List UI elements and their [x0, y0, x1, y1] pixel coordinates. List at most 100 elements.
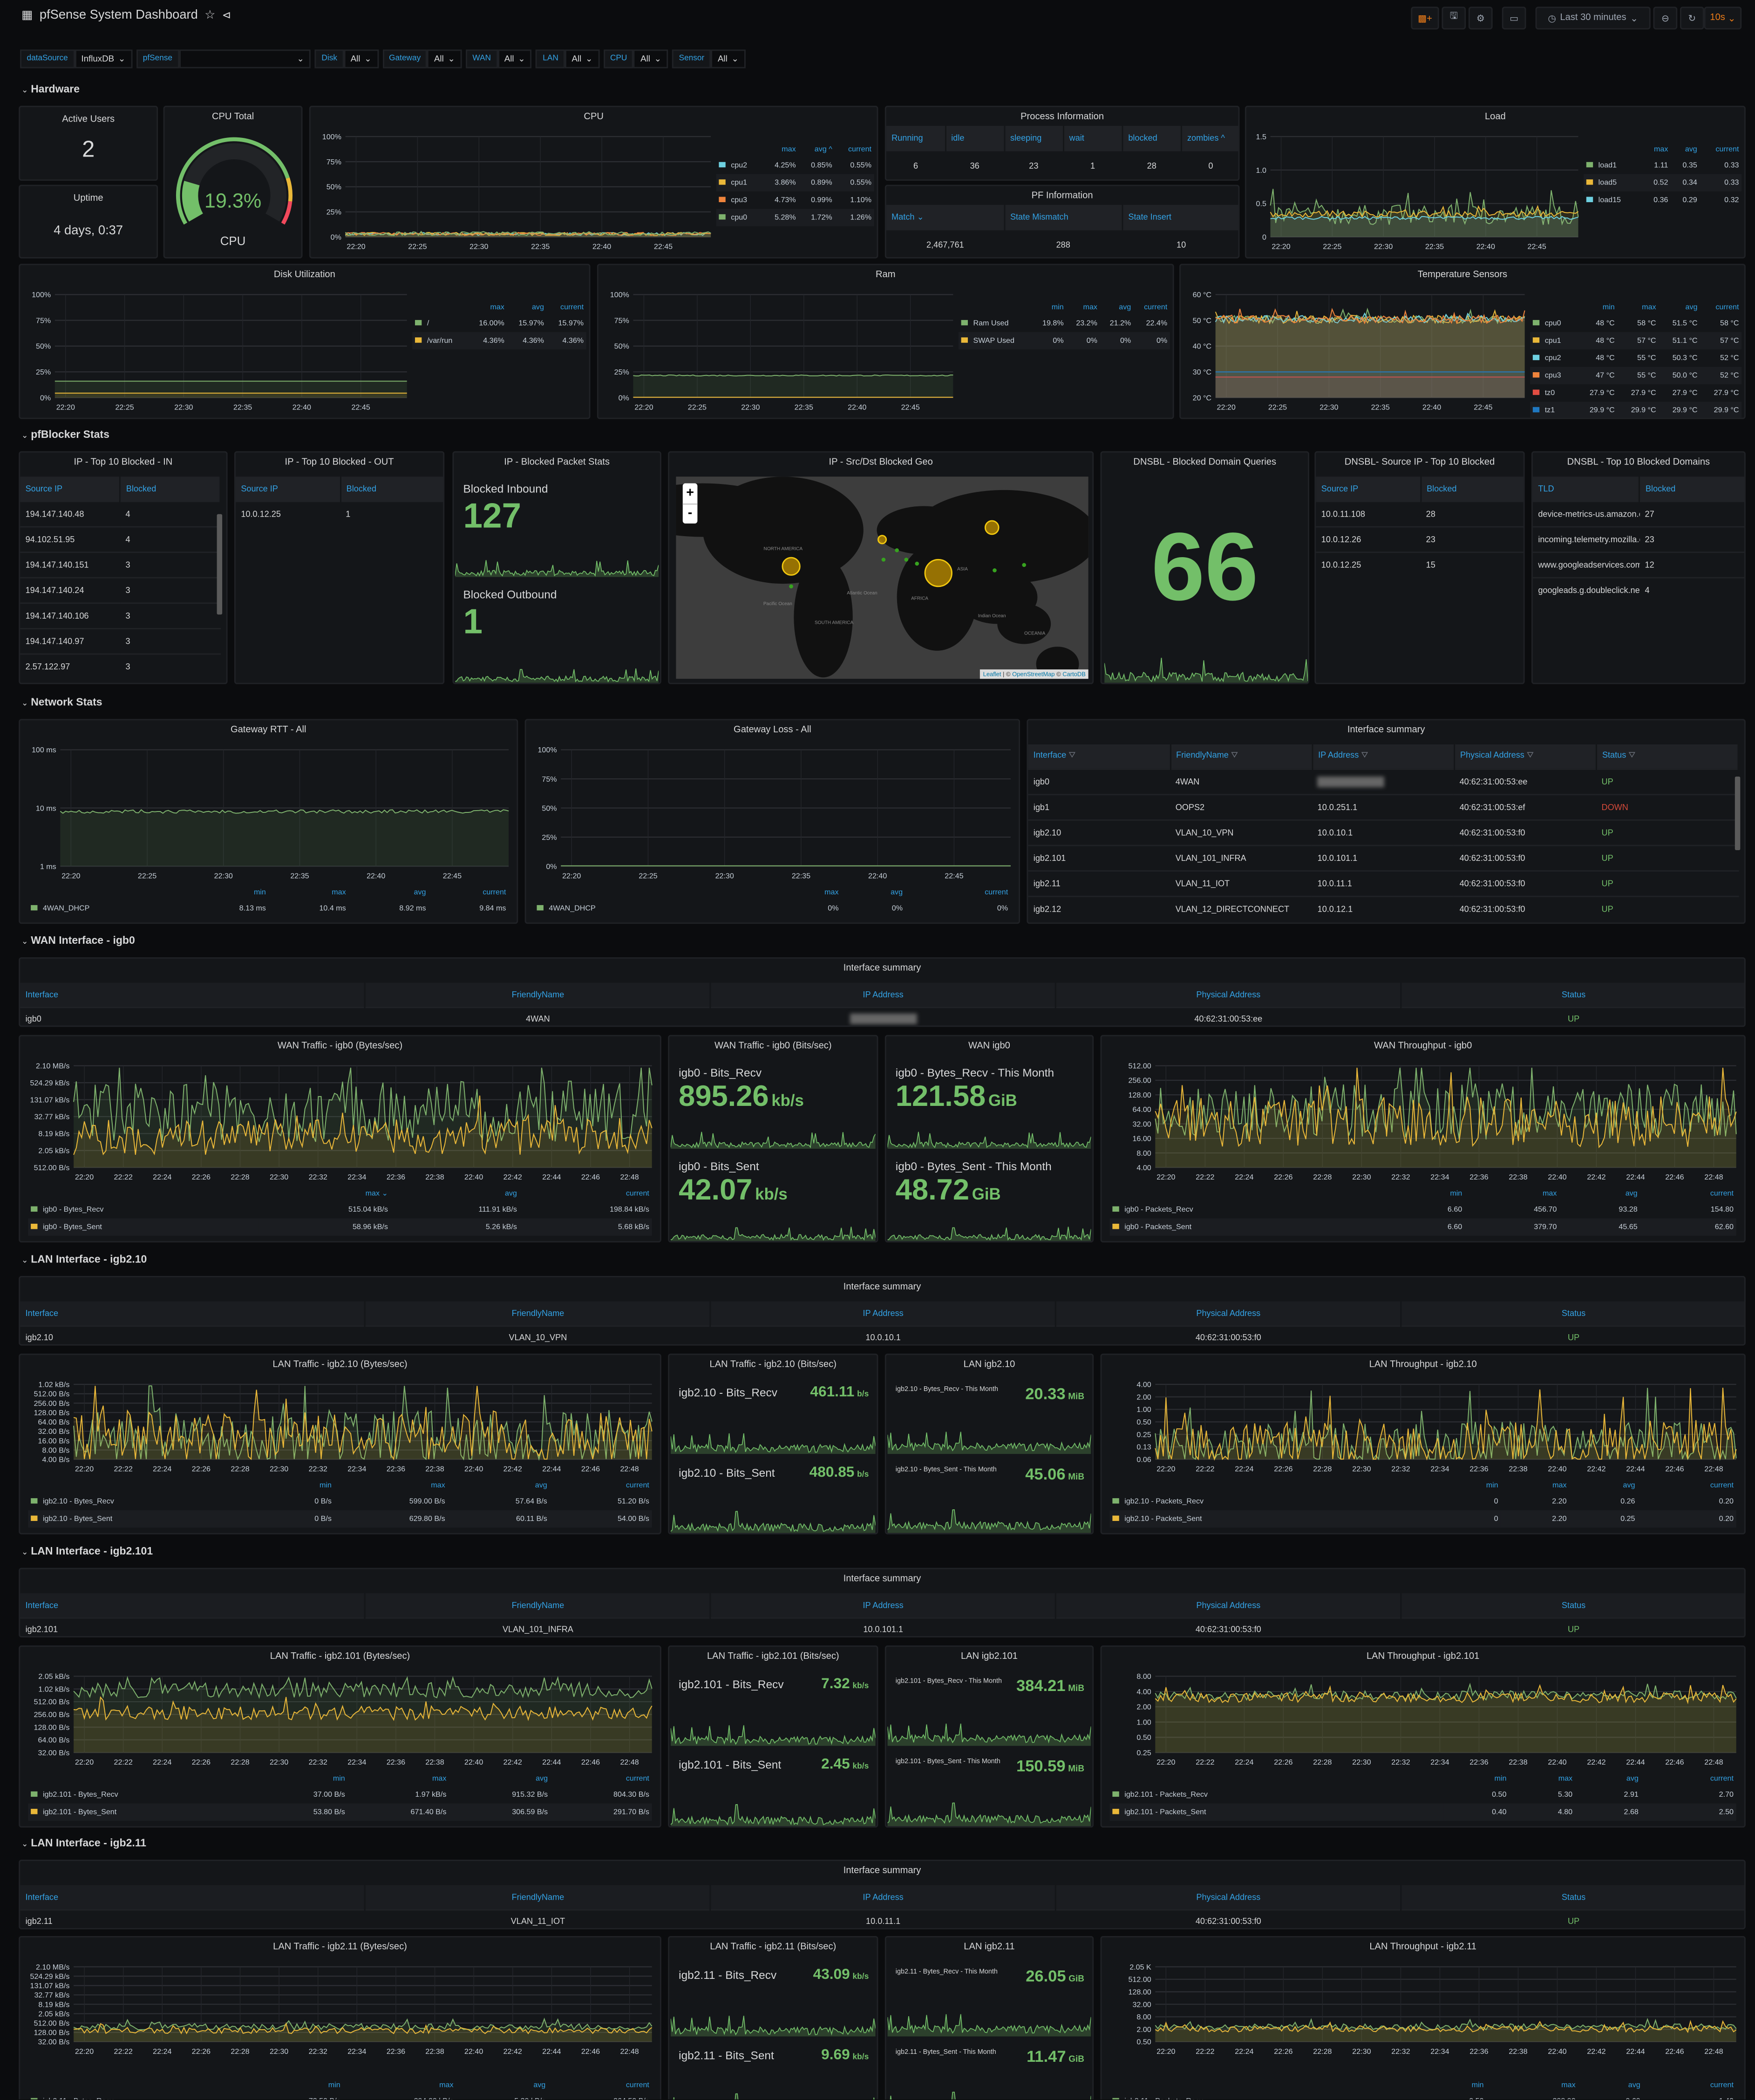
column-header[interactable]: IP Address — [710, 1301, 1057, 1326]
panel-title[interactable]: Active Users — [62, 115, 115, 125]
legend-header[interactable]: avg — [1623, 1481, 1635, 1490]
variable-select[interactable]: All ⌄ — [633, 49, 668, 68]
column-header[interactable]: Physical Address — [1055, 1593, 1402, 1618]
legend-header[interactable]: avg — [1628, 2081, 1640, 2090]
panel-title[interactable]: LAN igb2.10 — [963, 1360, 1015, 1370]
panel-title[interactable]: Interface summary — [1347, 725, 1425, 735]
panel-title[interactable]: WAN Throughput - igb0 — [1374, 1042, 1472, 1051]
legend-header[interactable]: min — [1471, 2081, 1484, 2090]
filter-icon[interactable]: ⛛ — [1066, 751, 1076, 761]
panel-title[interactable]: PF Information — [1031, 191, 1093, 201]
column-header[interactable]: Blocked — [1421, 477, 1524, 502]
column-header[interactable]: Interface — [20, 982, 366, 1008]
panel-title[interactable]: LAN Traffic - igb2.11 (Bytes/sec) — [273, 1943, 407, 1952]
legend-item[interactable]: igb2.10 - Packets_Recv 0 2.20 0.26 0.20 — [1110, 1493, 1736, 1510]
legend-header[interactable]: current — [1715, 303, 1739, 312]
panel-title[interactable]: Gateway RTT - All — [230, 725, 306, 735]
legend-item[interactable]: igb2.101 - Bytes_Sent 53.80 B/s 671.40 B/s… — [28, 1803, 652, 1821]
variable-select[interactable]: All ⌄ — [565, 49, 599, 68]
legend-header[interactable]: avg — [1625, 1189, 1638, 1198]
panel-title[interactable]: LAN Throughput - igb2.11 — [1369, 1943, 1476, 1952]
panel-title[interactable]: WAN igb0 — [968, 1042, 1010, 1051]
column-header[interactable]: Physical Address — [1055, 1885, 1402, 1910]
apps-icon[interactable]: ▦ — [21, 8, 33, 21]
legend-header[interactable]: max — [332, 888, 346, 897]
legend-item[interactable]: 4WAN_DHCP 0% 0% 0% — [534, 900, 1011, 917]
panel-title[interactable]: Interface summary — [843, 1282, 921, 1292]
row-header-lan10[interactable]: ⌄ LAN Interface - igb2.10 — [21, 1253, 147, 1265]
panel-title[interactable]: Interface summary — [843, 964, 921, 974]
legend-item[interactable]: SWAP Used 0% 0% 0% 0% — [958, 332, 1170, 350]
legend-header[interactable]: current — [848, 145, 872, 154]
legend-header[interactable]: avg ^ — [814, 145, 832, 154]
panel-title[interactable]: LAN Throughput - igb2.101 — [1366, 1652, 1480, 1662]
zoom-out-button[interactable]: - — [687, 506, 693, 521]
legend-header[interactable]: current — [626, 1189, 649, 1198]
legend-header[interactable]: avg — [891, 888, 903, 897]
column-header[interactable]: IP Address — [710, 1885, 1057, 1910]
panel-title[interactable]: LAN igb2.101 — [960, 1652, 1018, 1662]
legend-header[interactable]: max — [1558, 1774, 1573, 1783]
column-header[interactable]: Physical Address ⛛ — [1454, 744, 1597, 770]
legend-header[interactable]: max — [1561, 2081, 1576, 2090]
column-header[interactable]: TLD — [1532, 477, 1640, 502]
variable-select[interactable]: All ⌄ — [427, 49, 462, 68]
legend-header[interactable]: current — [626, 1774, 649, 1783]
legend-header[interactable]: current — [1710, 2081, 1734, 2090]
row-header-pfblocker[interactable]: ⌄ pfBlocker Stats — [21, 429, 109, 441]
column-header[interactable]: Blocked — [340, 477, 443, 502]
panel-title[interactable]: IP - Top 10 Blocked - OUT — [285, 457, 394, 468]
row-header-lan101[interactable]: ⌄ LAN Interface - igb2.101 — [21, 1545, 153, 1557]
variable-select[interactable]: All ⌄ — [711, 49, 746, 68]
legend-header[interactable]: min — [328, 2081, 340, 2090]
panel-title[interactable]: LAN Traffic - igb2.11 (Bits/sec) — [710, 1943, 837, 1952]
column-header[interactable]: Status — [1401, 1301, 1744, 1326]
panel-title[interactable]: LAN Throughput - igb2.10 — [1369, 1360, 1477, 1370]
legend-header[interactable]: avg — [535, 1481, 547, 1490]
legend-header[interactable]: min — [1602, 303, 1615, 312]
openstreetmap-link[interactable]: OpenStreetMap — [1012, 670, 1055, 678]
column-header[interactable]: Running — [886, 126, 946, 151]
column-header[interactable]: blocked — [1122, 126, 1182, 151]
panel-title[interactable]: Gateway Loss - All — [734, 725, 811, 735]
filter-icon[interactable]: ⛛ — [1524, 751, 1534, 761]
legend-item[interactable]: cpu0 48 °C 58 °C 51.5 °C 58 °C — [1530, 314, 1741, 332]
filter-icon[interactable]: ⛛ — [1359, 751, 1368, 761]
panel-title[interactable]: LAN Traffic - igb2.101 (Bits/sec) — [707, 1652, 839, 1662]
legend-header[interactable]: avg — [536, 1774, 548, 1783]
panel-title[interactable]: Uptime — [73, 194, 103, 204]
panel-title[interactable]: IP - Blocked Packet Stats — [504, 457, 610, 468]
legend-item[interactable]: cpu1 48 °C 57 °C 51.1 °C 57 °C — [1530, 332, 1742, 350]
legend-item[interactable]: cpu2 4.25% 0.85% 0.55% — [716, 157, 874, 174]
legend-header[interactable]: current — [985, 888, 1008, 897]
column-header[interactable]: Source IP — [20, 477, 121, 502]
column-header[interactable]: Status — [1401, 1885, 1744, 1910]
legend-item[interactable]: igb0 - Bytes_Sent 58.96 kB/s 5.26 kB/s 5.68… — [28, 1218, 652, 1236]
time-picker[interactable]: ◷ Last 30 minutes ⌄ — [1535, 7, 1651, 30]
panel-title[interactable]: Disk Utilization — [273, 270, 335, 280]
legend-header[interactable]: max — [1542, 1189, 1557, 1198]
leaflet-link[interactable]: Leaflet — [983, 670, 1001, 678]
column-header[interactable]: FriendlyName — [365, 1593, 711, 1618]
scrollbar[interactable] — [217, 514, 223, 615]
column-header[interactable]: zombies ^ — [1181, 126, 1238, 151]
legend-header[interactable]: min — [1486, 1481, 1498, 1490]
legend-header[interactable]: avg — [1685, 303, 1698, 312]
cartodb-link[interactable]: CartoDB — [1062, 670, 1086, 678]
legend-header[interactable]: current — [560, 303, 584, 312]
panel-title[interactable]: WAN Traffic - igb0 (Bits/sec) — [714, 1042, 832, 1051]
panel-title[interactable]: LAN Traffic - igb2.10 (Bytes/sec) — [272, 1360, 408, 1370]
legend-header[interactable]: avg — [504, 1189, 517, 1198]
legend-item[interactable]: tz0 27.9 °C 27.9 °C 27.9 °C 27.9 °C — [1530, 384, 1741, 402]
legend-header[interactable]: current — [1710, 1774, 1734, 1783]
column-header[interactable]: FriendlyName — [365, 982, 711, 1008]
column-header[interactable]: Status — [1401, 982, 1744, 1008]
legend-header[interactable]: current — [483, 888, 506, 897]
legend-item[interactable]: load5 0.52 0.34 0.33 — [1584, 174, 1742, 191]
legend-header[interactable]: avg — [533, 2081, 546, 2090]
panel-title[interactable]: IP - Src/Dst Blocked Geo — [829, 457, 933, 468]
row-header-hardware[interactable]: ⌄ Hardware — [21, 83, 80, 95]
panel-title[interactable]: IP - Top 10 Blocked - IN — [74, 457, 173, 468]
legend-header[interactable]: avg — [1119, 303, 1131, 312]
legend-item[interactable]: Ram Used 19.8% 23.2% 21.2% 22.4% — [959, 314, 1170, 332]
